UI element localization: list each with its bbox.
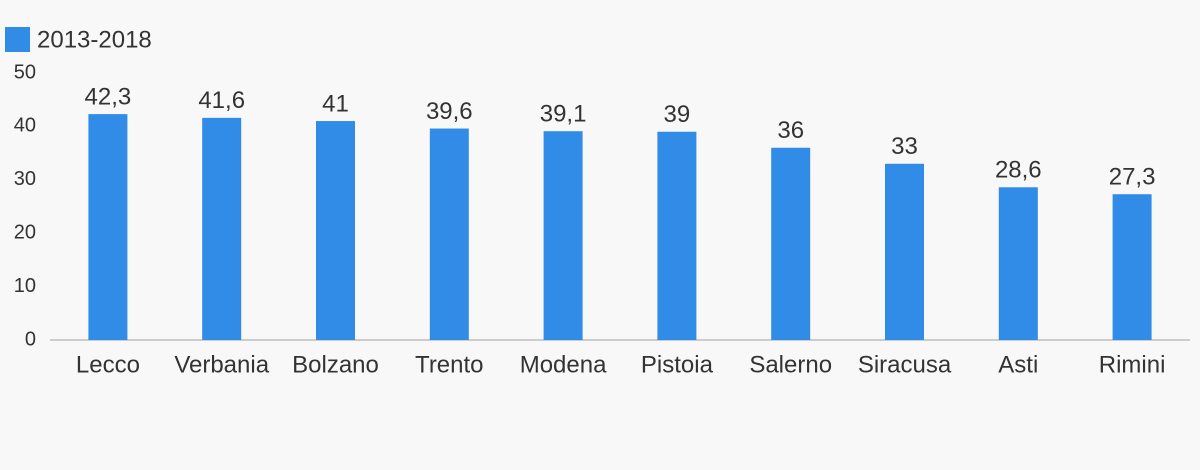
legend-swatch [5,27,30,52]
value-label: 28,6 [995,157,1042,184]
x-tick-label: Rimini [1099,351,1166,378]
legend-label: 2013-2018 [37,26,152,53]
value-label: 27,3 [1109,164,1156,191]
value-label: 39 [664,101,691,128]
value-label: 39,1 [540,101,587,128]
value-label: 36 [777,117,804,144]
x-tick-label: Lecco [76,351,140,378]
y-tick-label: 20 [14,221,36,243]
bar [657,131,697,340]
value-label: 41,6 [198,87,245,114]
value-label: 41 [322,90,349,117]
bar [316,121,355,340]
x-tick-label: Verbania [174,351,269,378]
bar [429,128,469,340]
x-tick-label: Pistoia [641,351,714,378]
x-tick-label: Trento [415,351,483,378]
bar [1112,194,1152,340]
bar [998,187,1038,340]
bar [771,147,811,340]
value-label: 42,3 [85,83,132,110]
value-label: 33 [891,133,918,160]
y-tick-label: 10 [14,275,36,297]
y-tick-label: 0 [25,328,36,350]
bar [202,117,242,340]
y-tick-label: 30 [14,168,36,190]
y-tick-label: 40 [14,115,36,137]
bar [88,114,128,340]
value-label: 39,6 [426,98,473,125]
y-tick-label: 50 [14,61,36,83]
bar [885,163,924,340]
x-tick-label: Salerno [749,351,832,378]
bar [543,131,583,340]
x-tick-label: Modena [520,351,607,378]
x-tick-label: Bolzano [292,351,379,378]
x-tick-label: Asti [998,351,1038,378]
x-tick-label: Siracusa [858,351,952,378]
